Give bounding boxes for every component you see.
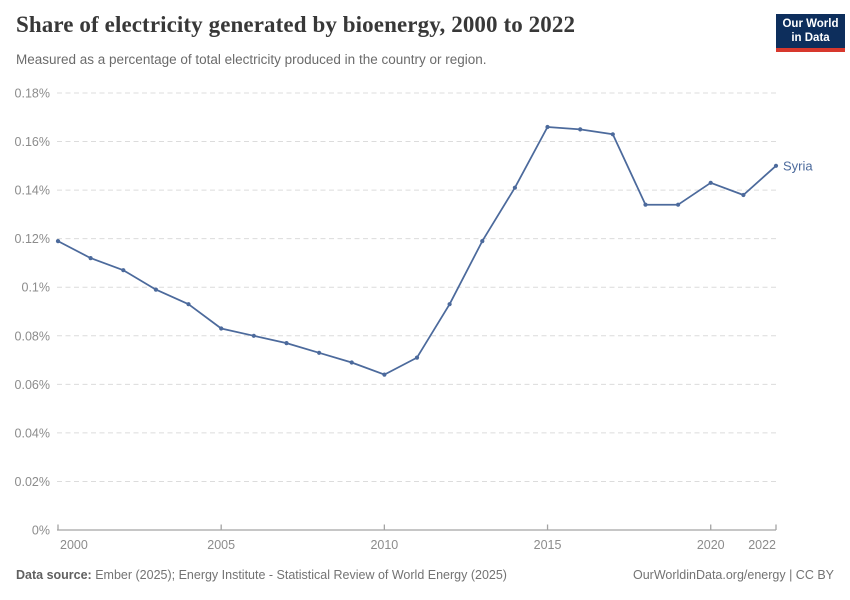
- y-tick-label: 0.04%: [15, 426, 50, 440]
- y-tick-label: 0.1%: [22, 281, 51, 295]
- data-point[interactable]: [578, 127, 583, 132]
- x-tick-label: 2015: [534, 538, 562, 552]
- y-tick-label: 0.02%: [15, 475, 50, 489]
- credit-link[interactable]: OurWorldinData.org/energy | CC BY: [632, 568, 834, 582]
- y-tick-label: 0.14%: [15, 184, 50, 198]
- data-point[interactable]: [219, 326, 224, 331]
- data-point[interactable]: [447, 302, 452, 307]
- data-point[interactable]: [88, 256, 93, 261]
- data-point[interactable]: [676, 202, 681, 207]
- chart-subtitle: Measured as a percentage of total electr…: [16, 52, 487, 67]
- data-point[interactable]: [643, 202, 648, 207]
- data-point[interactable]: [545, 124, 550, 130]
- data-point[interactable]: [121, 268, 126, 273]
- y-tick-label: 0.06%: [15, 378, 50, 392]
- data-point[interactable]: [480, 239, 485, 244]
- data-point[interactable]: [349, 360, 354, 365]
- data-point[interactable]: [414, 355, 420, 360]
- y-tick-label: 0.16%: [15, 135, 50, 149]
- data-source-note: Data source: Ember (2025); Energy Instit…: [16, 568, 507, 582]
- data-point[interactable]: [382, 372, 387, 377]
- data-point[interactable]: [512, 185, 518, 190]
- x-tick-label: 2005: [207, 538, 235, 552]
- data-point[interactable]: [284, 341, 289, 346]
- x-tick-label: 2000: [60, 538, 88, 552]
- data-point[interactable]: [741, 192, 746, 198]
- entity-label: Syria: [783, 158, 813, 173]
- data-source-label: Data source:: [16, 568, 92, 582]
- data-point[interactable]: [251, 333, 256, 338]
- y-tick-label: 0.08%: [15, 329, 50, 343]
- y-tick-label: 0.12%: [15, 232, 50, 246]
- owid-logo-line2: in Data: [791, 31, 830, 44]
- y-tick-label: 0%: [32, 524, 50, 538]
- data-point[interactable]: [153, 287, 158, 292]
- page-title: Share of electricity generated by bioene…: [16, 12, 576, 37]
- data-point[interactable]: [186, 302, 191, 307]
- x-tick-label: 2022: [748, 538, 776, 552]
- data-point[interactable]: [773, 163, 779, 168]
- x-tick-label: 2010: [370, 538, 398, 552]
- owid-logo-line1: Our World: [782, 18, 839, 30]
- data-source-text: Ember (2025); Energy Institute - Statist…: [91, 568, 507, 582]
- data-point[interactable]: [55, 239, 61, 244]
- data-point[interactable]: [317, 350, 322, 355]
- data-point[interactable]: [708, 180, 713, 185]
- data-line-syria[interactable]: [57, 126, 777, 376]
- y-tick-label: 0.18%: [15, 87, 50, 101]
- data-point[interactable]: [610, 132, 615, 137]
- x-tick-label: 2020: [697, 538, 725, 552]
- owid-logo[interactable]: Our World in Data: [776, 14, 845, 48]
- owid-logo-red-bar: [776, 48, 845, 52]
